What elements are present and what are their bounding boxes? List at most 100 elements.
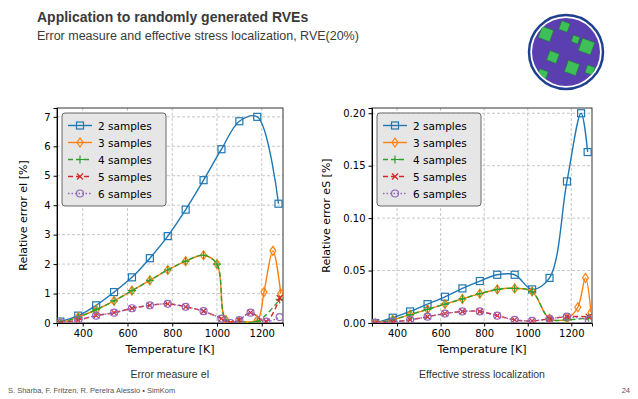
series-marker bbox=[494, 285, 500, 294]
series-marker bbox=[275, 200, 282, 207]
series-marker bbox=[582, 273, 588, 282]
series-marker bbox=[128, 305, 135, 312]
y-tick: 3 bbox=[44, 229, 57, 240]
slide-canvas: Application to randomly generated RVEsEr… bbox=[0, 0, 638, 399]
series-marker bbox=[218, 146, 225, 153]
x-tick-label: 400 bbox=[74, 328, 93, 339]
series-marker bbox=[511, 271, 518, 278]
y-tick-mark bbox=[54, 205, 58, 206]
series-marker bbox=[563, 178, 570, 185]
series-marker bbox=[111, 296, 117, 305]
series-line bbox=[60, 251, 280, 323]
chart: 4006008001000120001234567Temperature [K]… bbox=[17, 108, 284, 380]
series-marker bbox=[276, 314, 283, 321]
legend-label: 2 samples bbox=[98, 120, 152, 132]
y-grid-line bbox=[372, 270, 592, 271]
x-tick: 800 bbox=[163, 323, 182, 339]
y-tick-mark bbox=[54, 117, 58, 118]
series-marker bbox=[75, 317, 82, 323]
x-tick-mark bbox=[262, 323, 263, 327]
series-marker bbox=[511, 284, 519, 292]
series-marker bbox=[441, 300, 449, 308]
series-marker bbox=[128, 287, 136, 295]
icon-inclusion bbox=[578, 38, 595, 55]
x-tick: 600 bbox=[118, 323, 137, 339]
icon-inclusion bbox=[538, 26, 553, 41]
x-tick: 1000 bbox=[205, 323, 230, 339]
icon-inclusion bbox=[537, 69, 549, 81]
series-marker bbox=[263, 318, 270, 323]
series-line bbox=[375, 278, 591, 323]
series-marker bbox=[254, 316, 260, 323]
y-tick-label: 3 bbox=[44, 229, 50, 240]
legend: 2 samples3 samples4 samples5 samples6 sa… bbox=[62, 113, 166, 206]
chart: 400600800100012000.000.050.100.150.20Tem… bbox=[320, 108, 594, 380]
x-axis-line bbox=[58, 324, 284, 327]
series-marker bbox=[494, 271, 501, 278]
chart-caption: Effective stress localization bbox=[419, 368, 545, 380]
y-tick: 0.20 bbox=[343, 108, 372, 119]
y-tick-mark bbox=[369, 271, 373, 272]
series-marker bbox=[110, 297, 118, 305]
series-marker bbox=[424, 313, 431, 320]
legend-marker bbox=[76, 156, 84, 164]
legend-line bbox=[68, 125, 92, 126]
y-tick: 0.00 bbox=[343, 318, 372, 329]
footer-authors: S. Sharba, F. Fritzen, R. Pereira Alessi… bbox=[8, 386, 175, 395]
icon-inclusion bbox=[547, 51, 560, 64]
series-marker bbox=[563, 313, 570, 320]
y-tick-label: 6 bbox=[44, 141, 50, 152]
series-marker bbox=[146, 302, 153, 309]
series-marker bbox=[459, 294, 465, 303]
legend-label: 6 samples bbox=[413, 188, 467, 200]
y-tick: 0.05 bbox=[343, 265, 372, 276]
series-marker bbox=[218, 315, 225, 322]
x-tick-label: 1200 bbox=[559, 328, 584, 339]
x-tick-label: 600 bbox=[118, 328, 137, 339]
y-tick-label: 0.15 bbox=[343, 160, 365, 171]
y-tick: 6 bbox=[44, 141, 57, 152]
series-marker bbox=[424, 305, 432, 313]
y-tick-mark bbox=[369, 113, 373, 114]
series-marker bbox=[529, 287, 535, 296]
series-marker bbox=[442, 300, 448, 309]
legend-line bbox=[68, 142, 92, 143]
x-tick-mark bbox=[571, 323, 572, 327]
y-tick-mark bbox=[54, 146, 58, 147]
series-marker bbox=[236, 317, 243, 323]
legend-label: 4 samples bbox=[413, 154, 467, 166]
x-tick-mark bbox=[397, 323, 398, 327]
y-tick-mark bbox=[54, 235, 58, 236]
series-marker bbox=[546, 274, 553, 281]
x-tick-mark bbox=[528, 323, 529, 327]
icon-inclusion bbox=[564, 60, 579, 75]
series-marker bbox=[236, 118, 243, 125]
series-marker bbox=[546, 315, 553, 322]
series-marker bbox=[213, 260, 221, 268]
series-marker bbox=[164, 266, 172, 274]
series-marker bbox=[236, 317, 242, 323]
x-tick-mark bbox=[172, 323, 173, 327]
x-tick-label: 800 bbox=[475, 328, 494, 339]
icon-matrix bbox=[530, 16, 602, 88]
y-axis: 0.000.050.100.150.20 bbox=[343, 108, 372, 329]
y-grid-line bbox=[57, 293, 283, 294]
series-line bbox=[375, 288, 588, 323]
series-marker bbox=[146, 255, 153, 262]
series bbox=[372, 308, 591, 323]
x-grid-line bbox=[216, 108, 217, 323]
series-marker bbox=[459, 308, 466, 315]
x-tick-mark bbox=[484, 323, 485, 327]
series-marker bbox=[477, 289, 483, 298]
x-grid-line bbox=[484, 108, 485, 323]
y-tick-mark bbox=[54, 176, 58, 177]
legend-line bbox=[68, 193, 92, 194]
series-marker bbox=[201, 251, 207, 260]
series-marker bbox=[200, 177, 207, 184]
series bbox=[57, 246, 283, 323]
y-tick-mark bbox=[54, 323, 58, 324]
legend-line bbox=[383, 142, 407, 143]
series-marker bbox=[200, 308, 207, 315]
y-axis-line bbox=[369, 109, 373, 324]
x-tick: 600 bbox=[432, 323, 451, 339]
